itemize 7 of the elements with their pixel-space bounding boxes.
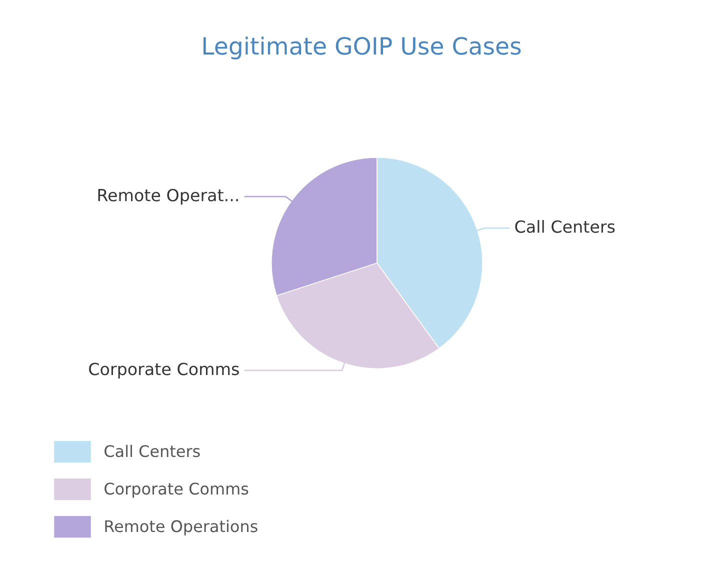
text: Corporate Comms: [89, 362, 239, 379]
legend-label: Corporate Comms: [104, 482, 248, 498]
legend-label: Call Centers: [104, 444, 200, 458]
legend-label: Remote Operations: [105, 520, 258, 536]
text: Remote Operat...: [98, 188, 238, 205]
text: Call Centers: [515, 220, 615, 233]
chart-title: Legitimate GOIP Use Cases: [203, 36, 521, 60]
